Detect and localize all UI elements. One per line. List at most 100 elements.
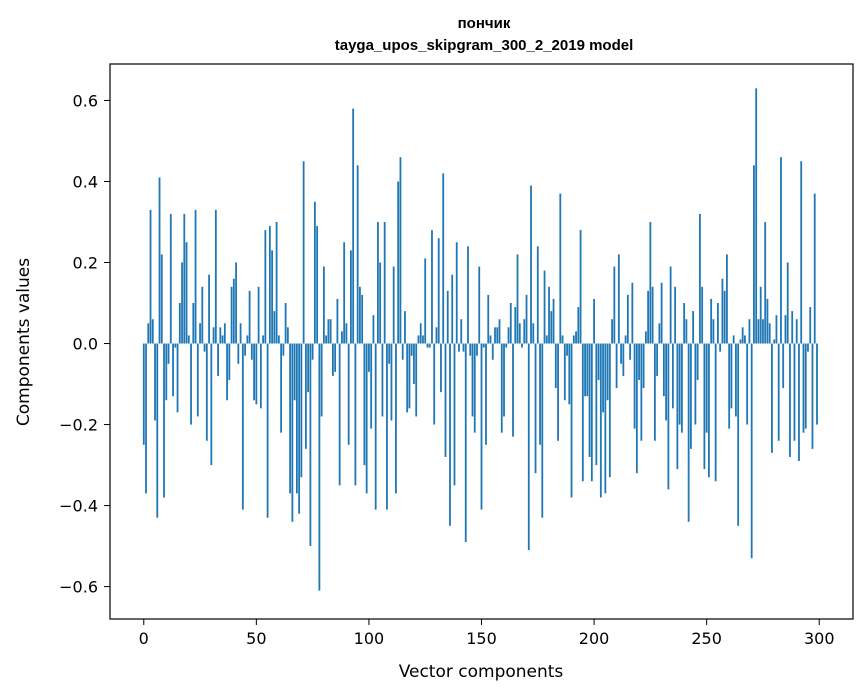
bar-67	[293, 343, 296, 401]
bar-105	[379, 262, 382, 344]
bar-76	[313, 201, 316, 344]
bar-88	[341, 331, 343, 344]
bar-10	[165, 343, 168, 401]
bar-271	[753, 165, 755, 344]
bar-173	[532, 323, 535, 344]
bar-207	[608, 343, 611, 478]
bar-82	[327, 319, 330, 344]
bar-165	[514, 307, 517, 344]
bar-148	[476, 343, 478, 356]
bar-217	[631, 282, 634, 344]
bar-225	[649, 221, 652, 344]
bar-192	[575, 331, 577, 344]
bar-228	[656, 343, 659, 376]
bar-240	[683, 303, 686, 344]
bar-72	[304, 343, 307, 449]
bar-265	[739, 339, 742, 344]
bar-255	[717, 303, 719, 344]
bar-149	[478, 266, 481, 344]
bar-65	[289, 343, 292, 494]
bar-96	[359, 286, 361, 344]
bar-231	[662, 343, 665, 397]
bar-110	[390, 343, 393, 421]
bar-32	[214, 209, 217, 344]
bar-34	[219, 327, 222, 344]
bar-83	[329, 319, 332, 344]
bar-280	[773, 339, 776, 344]
bar-15	[176, 343, 179, 413]
bar-43	[239, 323, 242, 344]
bar-46	[246, 335, 249, 344]
bar-211	[617, 254, 620, 344]
bar-168	[521, 343, 523, 348]
bar-59	[275, 221, 278, 344]
bar-260	[728, 343, 731, 429]
bar-180	[548, 286, 550, 344]
bar-181	[550, 311, 553, 344]
bar-120	[413, 343, 415, 385]
bar-139	[455, 242, 458, 344]
bar-254	[714, 343, 717, 482]
bar-75	[311, 343, 314, 360]
bar-73	[307, 343, 310, 393]
bar-210	[615, 343, 618, 389]
bar-79	[320, 343, 323, 417]
bar-209	[613, 266, 616, 344]
bar-35	[221, 335, 224, 344]
bar-223	[644, 331, 647, 344]
bar-200	[593, 298, 595, 344]
bar-128	[431, 230, 433, 344]
y-ticks: 0.6 0.4 0.2 0.0 −0.2 −0.4 −0.6	[59, 91, 110, 597]
bar-202	[597, 343, 600, 380]
x-tick-label: 300	[804, 629, 835, 648]
bar-51	[257, 286, 260, 344]
bar-62	[282, 343, 285, 356]
bar-133	[442, 173, 445, 344]
bar-97	[361, 294, 364, 344]
bar-66	[291, 343, 294, 522]
bar-40	[232, 278, 235, 344]
bar-163	[509, 303, 512, 344]
bar-142	[462, 343, 465, 352]
bar-115	[401, 343, 404, 360]
bar-278	[768, 323, 771, 344]
bar-94	[354, 343, 357, 486]
bar-143	[464, 343, 467, 543]
y-tick-label: −0.4	[59, 497, 98, 516]
bar-36	[223, 323, 226, 344]
bar-30	[210, 343, 213, 466]
bar-95	[356, 165, 359, 344]
x-tick-label: 200	[579, 629, 610, 648]
bar-237	[676, 343, 679, 470]
bar-25	[199, 323, 201, 344]
bar-177	[541, 343, 544, 518]
bar-24	[196, 343, 199, 417]
bar-169	[523, 319, 526, 344]
bar-183	[554, 343, 557, 389]
bar-126	[426, 343, 429, 348]
bar-257	[721, 278, 724, 344]
bar-91	[347, 343, 350, 445]
bar-100	[368, 343, 370, 372]
bar-235	[671, 343, 674, 409]
bar-274	[759, 286, 762, 344]
bar-48	[250, 343, 253, 360]
bar-64	[286, 327, 289, 344]
bar-288	[791, 311, 794, 344]
bar-129	[433, 343, 436, 425]
bar-87	[338, 343, 341, 486]
bar-284	[782, 343, 785, 389]
bar-249	[703, 343, 706, 470]
bar-106	[381, 343, 384, 417]
bar-259	[726, 254, 728, 344]
bar-127	[428, 343, 431, 348]
chart-title: пончик	[458, 15, 511, 32]
bar-13	[172, 343, 174, 397]
bar-185	[559, 193, 562, 344]
bar-121	[415, 343, 418, 417]
bar-190	[570, 343, 573, 498]
bar-232	[665, 343, 668, 421]
bar-103	[374, 343, 377, 510]
bar-41	[235, 262, 237, 344]
bar-108	[386, 343, 388, 510]
